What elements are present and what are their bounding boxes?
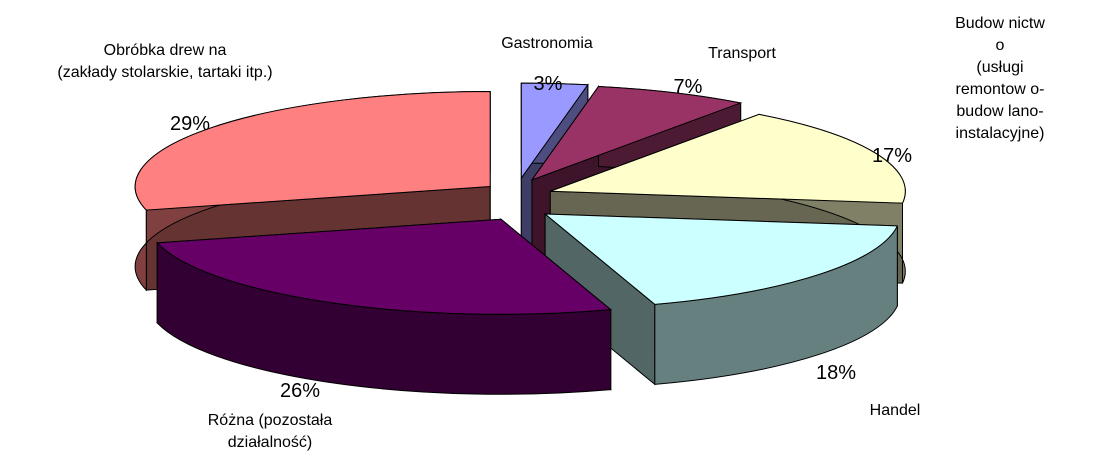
value-label: 26% xyxy=(279,380,321,402)
slice-top xyxy=(530,85,743,181)
value-label: 7% xyxy=(673,76,703,98)
slice-top xyxy=(550,113,906,204)
category-label: Transport xyxy=(708,45,776,62)
category-label: Budow nictw o (usługi remontow o- budow … xyxy=(955,15,1045,142)
category-label: Handel xyxy=(869,402,921,419)
pie-slice xyxy=(156,218,613,395)
pie-slice xyxy=(543,212,899,386)
category-label: Gastronomia xyxy=(501,35,593,52)
slice-top xyxy=(156,218,613,315)
value-label: 17% xyxy=(871,145,913,167)
slice-top xyxy=(543,213,899,305)
value-label: 3% xyxy=(533,73,563,95)
slice-top xyxy=(134,91,491,211)
category-label: Różna (pozostała działalność) xyxy=(207,412,333,451)
value-label: 18% xyxy=(815,362,857,384)
slice-top xyxy=(520,82,589,180)
value-label: 29% xyxy=(169,113,211,135)
category-label: Obróbka drew na (zakłady stolarskie, tar… xyxy=(57,42,273,81)
